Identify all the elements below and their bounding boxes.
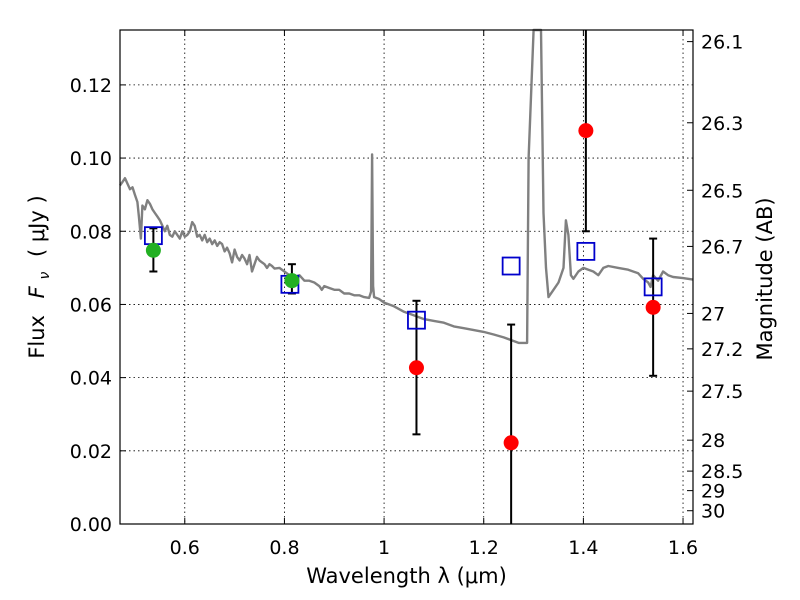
y2-tick-label: 29 xyxy=(701,481,725,503)
y2-tick-label: 30 xyxy=(701,501,725,523)
y-tick-label: 0.08 xyxy=(70,221,112,243)
y-tick-label: 0.12 xyxy=(70,75,112,97)
y2-tick-label: 28.5 xyxy=(701,461,743,483)
y2-tick-label: 26.3 xyxy=(701,113,743,135)
model-spectrum-line xyxy=(119,28,694,345)
x-axis-label: Wavelength λ (μm) xyxy=(306,564,507,588)
model-spectrum-layer xyxy=(119,28,694,345)
y2-tick-label: 27 xyxy=(701,303,725,325)
y-axis-label-prefix: Flux xyxy=(25,315,49,359)
errorbar-layer xyxy=(149,30,658,524)
x-tick-labels: 0.6 0.8 1 1.2 1.4 1.6 xyxy=(170,537,698,559)
grid xyxy=(120,30,693,524)
y-axis-label: Flux F ν ( μJy ) xyxy=(25,195,54,358)
y-tick-label: 0.10 xyxy=(70,148,112,170)
tick-marks xyxy=(120,30,693,525)
y-tick-labels: 0.00 0.02 0.04 0.06 0.08 0.10 0.12 xyxy=(70,75,112,536)
y2-tick-label: 26.1 xyxy=(701,32,743,54)
y-tick-label: 0.00 xyxy=(70,514,112,536)
y-tick-label: 0.06 xyxy=(70,294,112,316)
y-axis-label-suffix: ( μJy ) xyxy=(25,195,49,257)
y2-tick-label: 26.7 xyxy=(701,236,743,258)
model-square xyxy=(576,241,596,261)
x-tick-label: 1 xyxy=(378,537,390,559)
x-tick-label: 0.8 xyxy=(269,537,299,559)
data-point xyxy=(408,360,424,376)
model-square xyxy=(501,256,521,276)
y-axis-label-subscript: ν xyxy=(37,272,53,280)
y2-tick-label: 27.2 xyxy=(701,339,743,361)
y2-tick-label: 26.5 xyxy=(701,180,743,202)
y2-tick-label: 28 xyxy=(701,430,725,452)
y-tick-label: 0.02 xyxy=(70,441,112,463)
data-point xyxy=(503,435,519,451)
y-axis-label-symbol: F xyxy=(25,285,49,298)
y2-tick-label: 27.5 xyxy=(701,381,743,403)
data-point xyxy=(645,299,661,315)
model-square xyxy=(643,277,663,297)
data-point xyxy=(145,242,161,258)
data-point xyxy=(284,273,300,289)
y2-axis-label: Magnitude (AB) xyxy=(753,197,777,360)
x-tick-label: 0.6 xyxy=(170,537,200,559)
y-tick-label: 0.04 xyxy=(70,368,112,390)
data-point xyxy=(578,123,594,139)
x-tick-label: 1.2 xyxy=(469,537,499,559)
model-square-layer xyxy=(143,226,663,330)
model-square xyxy=(407,310,426,330)
x-tick-label: 1.6 xyxy=(668,537,698,559)
plot-frame xyxy=(119,29,694,525)
x-tick-label: 1.4 xyxy=(568,537,598,559)
observed-point-layer xyxy=(145,123,661,451)
